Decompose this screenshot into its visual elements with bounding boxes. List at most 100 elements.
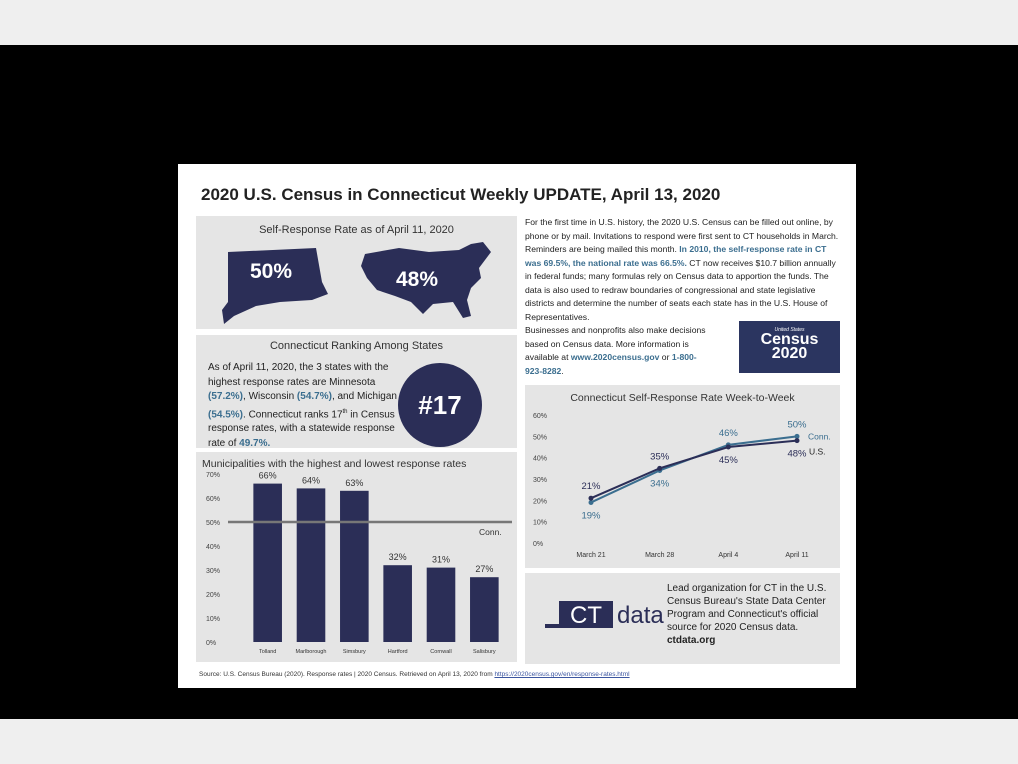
usa-map-icon [361,242,491,318]
page-title: 2020 U.S. Census in Connecticut Weekly U… [201,185,721,204]
us-point [657,465,663,471]
viewer-background: 2020 U.S. Census in Connecticut Weekly U… [0,45,1018,719]
ranking-heading: Connecticut Ranking Among States [269,340,444,352]
bar-y-tick-label: 0% [206,640,216,647]
us-data-label: 35% [650,451,670,462]
us-data-label: 21% [581,481,601,492]
municipality-bar [470,577,499,642]
source-note: Source: U.S. Census Bureau (2020). Respo… [199,671,630,678]
ctdata-logo: CT data [545,601,664,629]
conn-series-name: Conn. [808,431,831,441]
ranking-panel: Connecticut Ranking Among States As of A… [196,335,517,451]
us-data-label: 48% [787,449,807,460]
line-x-tick-label: March 28 [645,552,674,559]
ordinal-suffix: th [342,408,348,415]
bar-y-tick-label: 10% [206,616,220,623]
bar-value-label: 66% [259,471,277,481]
michigan-rate: (54.5%) [208,408,244,420]
bar-category-label: Salisbury [473,649,496,655]
intro-paragraph: Businesses and nonprofits also make deci… [525,325,706,362]
municipality-bar [340,490,369,642]
conn-data-label: 19% [581,510,601,521]
bar-y-tick-label: 20% [206,592,220,599]
us-rate-value: 48% [396,268,439,291]
bar-value-label: 63% [345,478,363,488]
bar-value-label: 27% [475,564,493,574]
line-y-tick-label: 40% [533,456,547,463]
line-y-tick-label: 20% [533,498,547,505]
municipality-chart-panel: Municipalities with the highest and lowe… [196,452,517,662]
bar-value-label: 31% [432,555,450,565]
municipality-bar [253,483,282,642]
us-series-name: U.S. [809,447,826,457]
ranking-text: As of April 11, 2020, the 3 states with … [208,361,398,451]
census-logo-top: United States [774,327,805,333]
self-response-panel: Self-Response Rate as of April 11, 2020 … [196,216,517,329]
bar-value-label: 64% [302,475,320,485]
ctdata-logo-ct: CT [570,602,602,629]
line-chart-heading: Connecticut Self-Response Rate Week-to-W… [570,392,795,404]
intro-narrow-block: Businesses and nonprofits also make deci… [525,324,707,378]
bar-category-label: Marlborough [296,649,327,655]
bar-category-label: Tolland [259,649,276,655]
bar-category-label: Cornwall [430,649,451,655]
ranking-text-part: in Census response rates, with a statewi… [208,408,395,449]
municipality-bar [296,488,326,642]
line-x-tick-label: March 21 [576,552,605,559]
bar-y-tick-label: 70% [206,472,220,479]
ctdata-panel: CT data Lead organization for CT in the … [525,573,840,664]
conn-data-label: 50% [787,419,807,430]
census-logo-year: 2020 [771,345,808,362]
intro-paragraph: . [561,365,564,376]
ranking-text-part: . Connecticut ranks 17 [243,408,343,420]
intro-paragraph: or [659,352,672,362]
us-point [725,444,731,450]
bar-category-label: Hartford [388,649,408,655]
line-y-tick-label: 50% [533,434,547,441]
us-data-label: 45% [719,455,739,466]
source-link[interactable]: https://2020census.gov/en/response-rates… [494,671,630,678]
bar-y-tick-label: 50% [206,520,220,527]
municipality-bar [383,565,412,642]
infographic-slide: 2020 U.S. Census in Connecticut Weekly U… [178,164,856,688]
source-text: Source: U.S. Census Bureau (2020). Respo… [199,671,495,678]
bar-y-tick-label: 30% [206,568,220,575]
conn-reference-label: Conn. [479,527,502,537]
line-y-tick-label: 30% [533,477,547,484]
ranking-text-part: , and Michigan [331,391,397,402]
us-point [588,495,594,501]
line-x-tick-label: April 4 [718,552,738,559]
municipality-bar-chart: 0% 10% 20% 30% 40% 50% 60% 70% 66% Tolland 64% Marl… [206,471,512,655]
conn-point [588,499,594,505]
line-x-tick-label: April 11 [785,552,808,559]
bar-y-tick-label: 60% [206,496,220,503]
ranking-text-part: , Wisconsin [243,391,297,402]
census-2020-logo: United States Census 2020 [739,321,840,373]
census-url: www.2020census.gov [570,352,660,362]
ctdata-description: Lead organization for CT in the U.S. Cen… [667,582,837,647]
intro-highlight: In 2010, the self-response rate in CT wa… [525,244,827,268]
census-phone: 1-800-923-8282 [525,352,697,376]
bar-category-label: Simsbury [343,649,366,655]
intro-text: For the first time in U.S. history, the … [525,216,843,378]
conn-series-line [590,435,798,504]
week-to-week-panel: Connecticut Self-Response Rate Week-to-W… [525,385,840,568]
bar-y-tick-label: 40% [206,544,220,551]
conn-data-label: 46% [719,428,739,439]
ctdata-text: Lead organization for CT in the U.S. Cen… [667,583,827,633]
ct-rate-value: 50% [250,260,293,283]
us-point [794,438,800,444]
ranking-text-part: As of April 11, 2020, the 3 states with … [208,362,389,388]
connecticut-map-icon [222,248,328,324]
ct-statewide-rate: 49.7%. [239,437,271,449]
minnesota-rate: (57.2%) [208,391,244,402]
census-logo-word: Census [760,331,819,348]
municipality-bar [426,567,456,642]
line-y-tick-label: 60% [533,413,547,420]
intro-paragraph: CT now receives $10.7 billion annually i… [525,257,836,322]
conn-data-label: 34% [650,478,670,489]
ctdata-logo-data: data [617,602,664,629]
self-response-heading: Self-Response Rate as of April 11, 2020 [259,224,454,236]
ctdata-link[interactable]: ctdata.org [667,635,716,646]
wisconsin-rate: (54.7%) [296,391,332,402]
